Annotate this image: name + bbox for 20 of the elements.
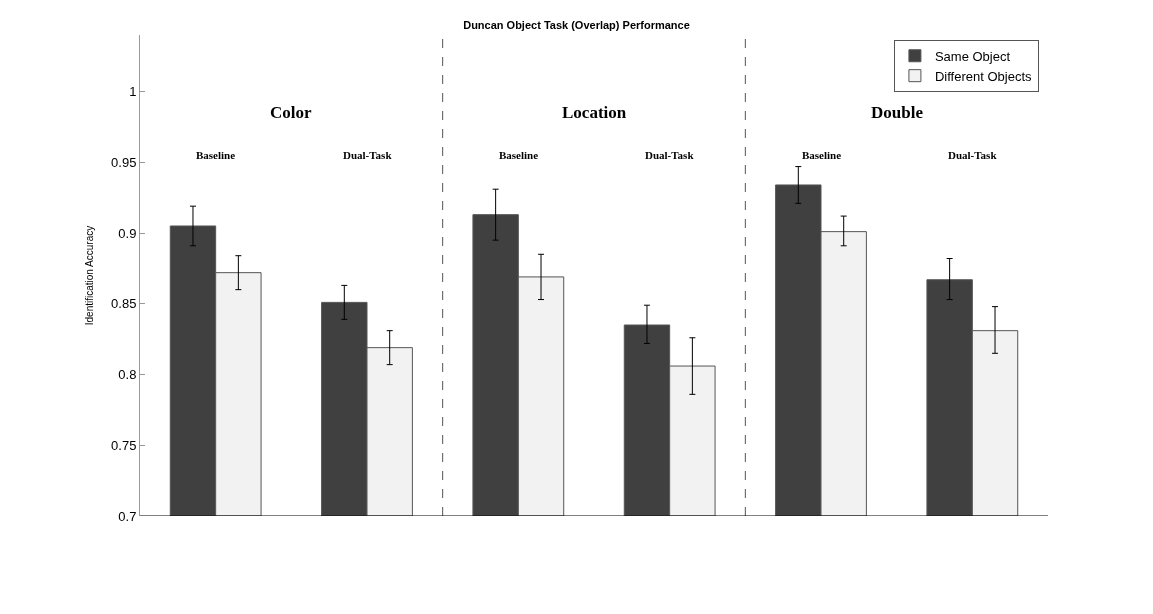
annotation: Double <box>871 103 924 122</box>
y-tick-label: 0.75 <box>111 437 137 453</box>
legend-label: Different Objects <box>934 68 1032 84</box>
annotation: Color <box>270 103 312 122</box>
chart-title: Duncan Object Task (Overlap) Performance <box>463 19 690 32</box>
annotation: Baseline <box>196 149 236 161</box>
y-tick-label: 0.95 <box>111 154 137 170</box>
annotation: Baseline <box>802 149 842 161</box>
y-tick-label: 0.85 <box>111 296 137 312</box>
y-tick-label: 0.7 <box>118 508 137 524</box>
annotation: Dual-Task <box>645 149 695 161</box>
y-tick-label: 0.9 <box>118 225 137 241</box>
annotation: Baseline <box>499 149 539 161</box>
y-tick-label: 1 <box>129 84 137 100</box>
y-tick-label: 0.8 <box>118 367 137 383</box>
y-axis-title: Identification Accuracy <box>84 225 96 326</box>
legend-label: Same Object <box>934 48 1011 64</box>
annotation: Dual-Task <box>343 149 393 161</box>
annotation: Dual-Task <box>948 149 998 161</box>
annotation: Location <box>562 103 627 122</box>
